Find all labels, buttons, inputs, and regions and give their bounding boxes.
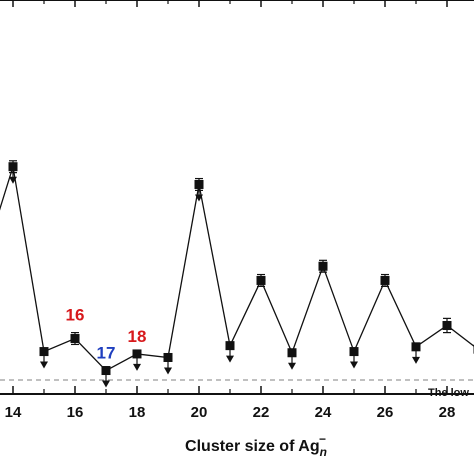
upper-limit-arrow — [412, 356, 420, 364]
upper-limit-arrow — [164, 367, 172, 375]
data-point — [349, 347, 359, 357]
upper-limit-arrow — [102, 380, 110, 388]
x-tick-label: 28 — [439, 404, 456, 421]
upper-limit-arrow — [350, 361, 358, 369]
data-point — [163, 352, 173, 362]
chart-labels: Cluster size of Agn− The low 16 17 18 — [66, 306, 470, 459]
data-point — [101, 366, 111, 376]
data-point — [380, 275, 390, 285]
upper-limit-arrow — [195, 194, 203, 202]
data-point — [70, 334, 80, 344]
data-point — [194, 179, 204, 189]
upper-limit-arrow — [288, 362, 296, 370]
upper-limit-arrow — [9, 176, 17, 184]
x-tick-label: 20 — [191, 404, 208, 421]
data-point — [411, 342, 421, 352]
x-tick-label: 24 — [315, 404, 332, 421]
data-point — [225, 341, 235, 351]
x-tick-label: 22 — [253, 404, 270, 421]
upper-limit-arrow — [133, 363, 141, 371]
annotation-label: 18 — [128, 327, 147, 346]
x-axis-label: Cluster size of Agn− — [185, 432, 327, 459]
x-tick-label: 26 — [377, 404, 394, 421]
data-point — [256, 275, 266, 285]
x-tick-label: 16 — [67, 404, 84, 421]
data-point — [8, 162, 18, 172]
axes: 14 16 18 20 22 24 26 28 — [0, 0, 474, 421]
data-point — [318, 261, 328, 271]
data-point — [132, 349, 142, 359]
reference-line-label: The low — [428, 387, 469, 399]
annotation-label: 17 — [97, 344, 116, 363]
upper-limit-arrow — [226, 355, 234, 363]
x-tick-label: 14 — [5, 404, 22, 421]
x-tick-label: 18 — [129, 404, 146, 421]
plot-area — [0, 160, 474, 388]
data-point — [442, 320, 452, 330]
upper-limit-arrow — [40, 361, 48, 369]
data-point — [39, 347, 49, 357]
data-point — [287, 348, 297, 358]
annotation-label: 16 — [66, 306, 85, 325]
